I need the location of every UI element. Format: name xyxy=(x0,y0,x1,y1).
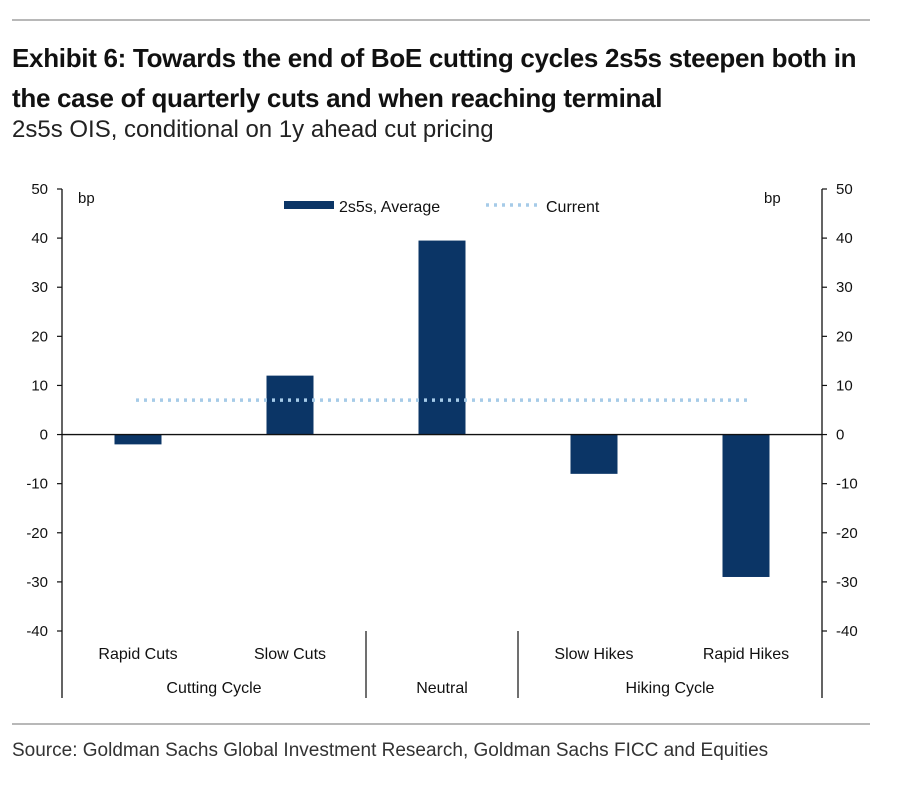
y-tick-label-right: 20 xyxy=(836,328,853,345)
bar-slow-cuts xyxy=(266,375,314,435)
bar-chart: 50 50 40 40 30 30 20 20 10 10 0 0 -10 -10 -20 -20 -30 -30… xyxy=(26,181,858,698)
y-tick-label-left: -20 xyxy=(26,525,48,542)
category-label: Slow Cuts xyxy=(254,646,326,663)
chart-subtitle: 2s5s OIS, conditional on 1y ahead cut pr… xyxy=(12,116,494,143)
top-rule xyxy=(12,19,870,21)
legend-swatch-average xyxy=(284,201,334,209)
bar-rapid-hikes xyxy=(722,434,770,577)
y-tick-label-left: -30 xyxy=(26,574,48,591)
category-label: Rapid Hikes xyxy=(703,646,789,663)
y-tick-label-left: 20 xyxy=(31,328,48,345)
y-tick-label-left: 50 xyxy=(31,181,48,198)
group-label: Hiking Cycle xyxy=(626,680,715,697)
y-tick-label-left: 40 xyxy=(31,230,48,247)
group-label: Neutral xyxy=(416,680,468,697)
bottom-rule xyxy=(12,723,870,725)
category-label: Slow Hikes xyxy=(554,646,633,663)
legend-label-average: 2s5s, Average xyxy=(339,199,440,216)
y-unit-label-right: bp xyxy=(764,190,781,207)
bar-rapid-cuts xyxy=(114,434,162,445)
y-tick-label-left: 30 xyxy=(31,279,48,296)
bar-neutral xyxy=(418,240,466,435)
legend-label-current: Current xyxy=(546,199,600,216)
y-tick-label-left: -10 xyxy=(26,476,48,493)
y-tick-label-right: 30 xyxy=(836,279,853,296)
chart-title: Exhibit 6: Towards the end of BoE cuttin… xyxy=(12,43,857,113)
y-tick-label-right: 50 xyxy=(836,181,853,198)
y-tick-label-right: -20 xyxy=(836,525,858,542)
source-note: Source: Goldman Sachs Global Investment … xyxy=(12,740,769,761)
y-tick-label-right: -30 xyxy=(836,574,858,591)
y-tick-label-left: 0 xyxy=(40,427,48,444)
y-tick-label-right: 10 xyxy=(836,377,853,394)
y-tick-label-left: 10 xyxy=(31,377,48,394)
y-tick-label-right: 0 xyxy=(836,427,844,444)
y-tick-label-right: -10 xyxy=(836,476,858,493)
y-tick-label-left: -40 xyxy=(26,623,48,640)
bar-slow-hikes xyxy=(570,434,618,474)
group-label: Cutting Cycle xyxy=(166,680,261,697)
y-tick-label-right: -40 xyxy=(836,623,858,640)
y-unit-label-left: bp xyxy=(78,190,95,207)
category-label: Rapid Cuts xyxy=(98,646,177,663)
y-tick-label-right: 40 xyxy=(836,230,853,247)
